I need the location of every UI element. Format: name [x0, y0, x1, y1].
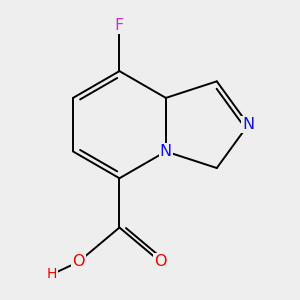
Text: F: F — [115, 18, 124, 33]
Text: N: N — [160, 144, 172, 159]
Text: O: O — [72, 254, 85, 269]
Text: N: N — [242, 117, 254, 132]
Text: H: H — [46, 267, 57, 281]
Text: O: O — [154, 254, 167, 269]
